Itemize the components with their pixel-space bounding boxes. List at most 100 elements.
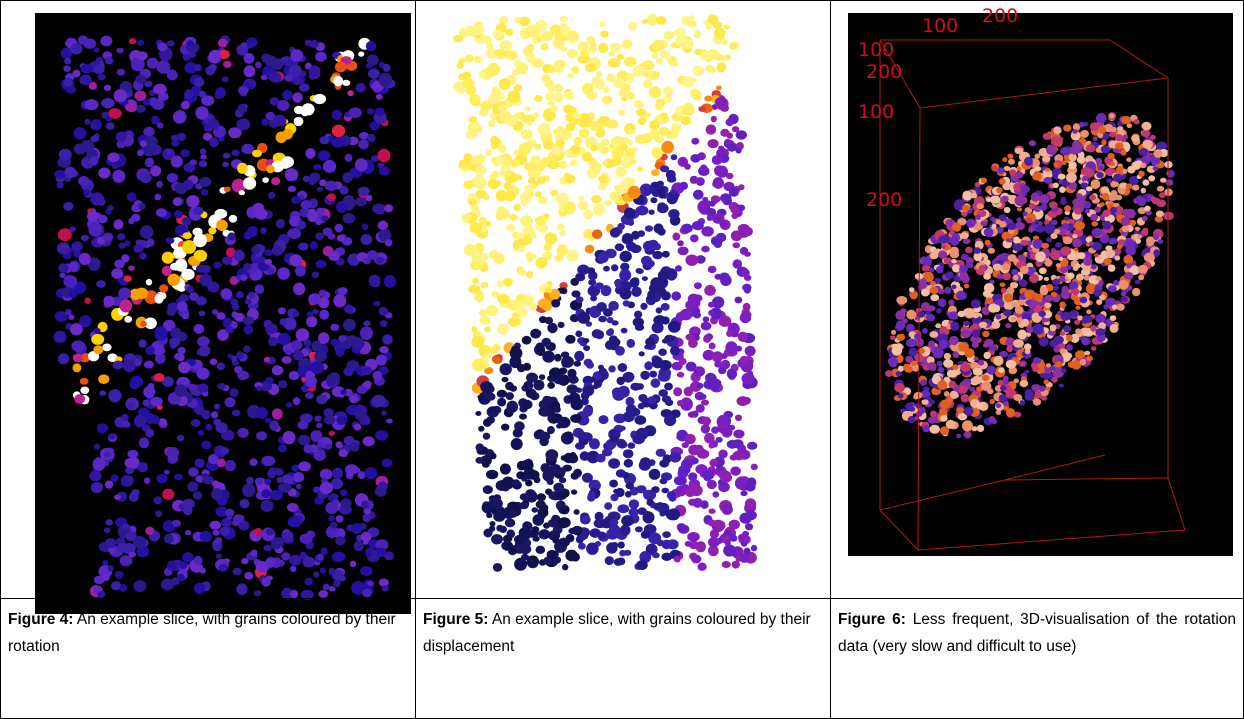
grain	[240, 499, 250, 509]
grain	[550, 190, 558, 196]
grain	[471, 326, 477, 332]
grain	[583, 385, 594, 396]
grain	[751, 464, 758, 471]
grain	[718, 146, 724, 151]
grain	[112, 163, 119, 169]
grain	[531, 507, 538, 512]
grain	[537, 493, 546, 501]
grain	[573, 469, 582, 478]
grain	[543, 243, 551, 251]
grain	[714, 240, 722, 248]
grain	[64, 167, 76, 178]
grain	[358, 51, 364, 56]
grain	[93, 345, 103, 354]
grain	[360, 326, 373, 340]
grain	[289, 65, 302, 78]
grain	[514, 84, 523, 91]
grain	[979, 265, 986, 272]
grain	[80, 387, 89, 395]
grain	[950, 251, 959, 258]
grain	[1136, 160, 1143, 166]
grain	[1015, 196, 1026, 207]
grain	[202, 475, 214, 484]
grain	[215, 537, 223, 544]
grain	[366, 63, 373, 68]
grain	[174, 474, 183, 481]
grain	[917, 311, 925, 317]
grain	[638, 403, 645, 409]
grain	[143, 400, 150, 407]
grain	[148, 142, 157, 151]
grain	[618, 542, 625, 549]
grain	[627, 139, 633, 145]
grain	[492, 508, 500, 515]
grain	[152, 416, 160, 424]
grain	[98, 168, 110, 179]
grain	[555, 32, 565, 41]
grain	[656, 58, 663, 65]
grain	[631, 277, 639, 284]
grain	[1020, 380, 1029, 387]
grain	[1001, 288, 1007, 294]
grain	[952, 264, 960, 272]
grain	[582, 473, 593, 483]
grain	[114, 495, 121, 500]
grain	[989, 345, 997, 351]
grain	[195, 106, 208, 120]
grain	[702, 470, 714, 480]
grain	[1142, 122, 1152, 131]
grain	[196, 296, 207, 305]
grain	[58, 228, 72, 241]
grain	[1069, 310, 1078, 317]
grain	[610, 494, 618, 502]
grain	[653, 71, 660, 77]
grain	[714, 361, 721, 368]
grain	[1096, 147, 1102, 152]
grain	[362, 589, 372, 598]
grain	[692, 328, 698, 334]
grain	[635, 135, 647, 144]
grain	[1004, 293, 1013, 302]
grain	[1086, 356, 1093, 362]
grain	[674, 556, 681, 563]
grain	[148, 383, 155, 390]
grain	[166, 149, 173, 155]
caption-label: Figure 6:	[838, 611, 906, 628]
grain	[667, 491, 676, 499]
grain	[1115, 142, 1124, 149]
grain	[664, 31, 675, 40]
grain	[251, 246, 260, 254]
grain	[598, 43, 608, 53]
grain	[353, 541, 364, 551]
grain	[308, 209, 316, 215]
grain	[265, 377, 273, 384]
grain	[316, 260, 327, 268]
grain	[293, 472, 304, 482]
grain	[93, 328, 100, 334]
grain	[944, 287, 951, 294]
grain	[708, 310, 714, 316]
grain	[497, 323, 509, 334]
grain	[1123, 134, 1129, 139]
grain	[362, 513, 371, 522]
grain	[608, 301, 619, 311]
grain	[156, 474, 167, 483]
grain	[1039, 337, 1049, 347]
grain	[730, 466, 741, 475]
grain	[1153, 249, 1160, 256]
grain	[276, 219, 285, 229]
grain	[376, 94, 383, 100]
grain	[591, 195, 602, 203]
grain	[722, 535, 730, 541]
axis-label: 200	[982, 5, 1018, 27]
grain	[475, 457, 483, 464]
grain	[542, 338, 552, 347]
grain	[298, 435, 310, 446]
grain	[740, 247, 748, 255]
grain	[301, 108, 309, 117]
grain	[963, 361, 968, 366]
grain	[616, 469, 626, 477]
grain	[79, 253, 91, 265]
grain	[738, 332, 748, 342]
grain	[1140, 148, 1148, 156]
